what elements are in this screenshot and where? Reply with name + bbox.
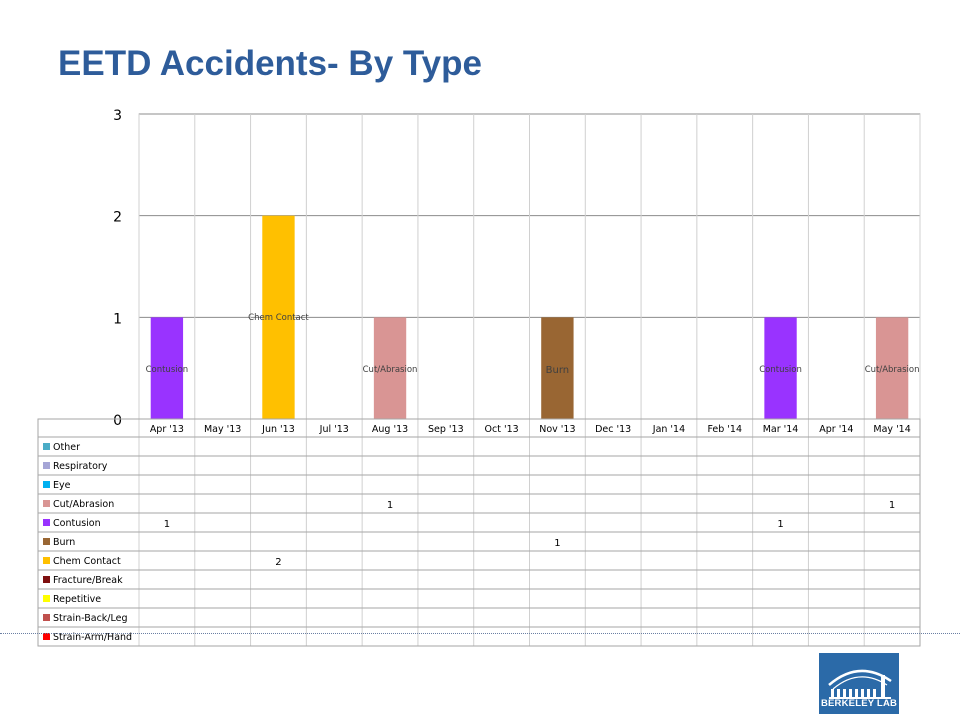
x-tick-label: Mar '14 — [763, 424, 799, 435]
legend-label-chem-contact: Chem Contact — [53, 556, 121, 567]
x-tick-label: Apr '14 — [819, 424, 853, 435]
table-cell-value: 1 — [387, 500, 393, 511]
legend-label-cut-abrasion: Cut/Abrasion — [53, 499, 114, 510]
table-cell-value: 1 — [777, 519, 783, 530]
table-cell-value: 1 — [554, 538, 560, 549]
bar-data-label: Contusion — [759, 365, 802, 375]
legend-label-strain-arm-hand: Strain-Arm/Hand — [53, 632, 132, 643]
legend-label-fracture-break: Fracture/Break — [53, 575, 123, 586]
bar-chem-contact — [262, 215, 295, 419]
x-tick-label: May '13 — [204, 424, 241, 435]
legend-label-respiratory: Respiratory — [53, 461, 108, 472]
legend-key-fracture-break — [43, 576, 50, 583]
bar-data-label: Chem Contact — [248, 313, 309, 323]
x-tick-label: Apr '13 — [150, 424, 184, 435]
legend-key-chem-contact — [43, 557, 50, 564]
berkeley-lab-logo: BERKELEY LAB — [819, 653, 899, 714]
slide-title: EETD Accidents- By Type — [58, 44, 482, 83]
table-cell-value: 2 — [275, 557, 281, 568]
bar-contusion — [764, 317, 797, 419]
y-tick-label: 2 — [113, 210, 122, 226]
bar-data-label: Cut/Abrasion — [865, 365, 920, 375]
y-tick-label: 1 — [113, 311, 122, 327]
table-cell-value: 1 — [164, 519, 170, 530]
logo-text: BERKELEY LAB — [820, 698, 898, 709]
x-tick-label: Aug '13 — [372, 424, 408, 435]
legend-label-other: Other — [53, 442, 80, 453]
legend-key-repetitive — [43, 595, 50, 602]
legend-key-respiratory — [43, 462, 50, 469]
table-cell-value: 1 — [889, 500, 895, 511]
bar-data-label: Cut/Abrasion — [363, 365, 418, 375]
legend-key-eye — [43, 481, 50, 488]
x-tick-label: Feb '14 — [707, 424, 742, 435]
legend-label-repetitive: Repetitive — [53, 594, 101, 605]
legend-key-strain-back-leg — [43, 614, 50, 621]
footer-divider — [0, 633, 960, 634]
legend-label-strain-back-leg: Strain-Back/Leg — [53, 613, 128, 624]
y-tick-label: 3 — [113, 108, 122, 124]
x-tick-label: Jan '14 — [652, 424, 685, 435]
bar-burn — [541, 317, 574, 419]
x-tick-label: Sep '13 — [428, 424, 464, 435]
bar-data-label: Burn — [546, 365, 569, 376]
legend-key-strain-arm-hand — [43, 633, 50, 640]
x-tick-label: Nov '13 — [539, 424, 575, 435]
bar-data-label: Contusion — [146, 365, 189, 375]
legend-key-other — [43, 443, 50, 450]
x-tick-label: Oct '13 — [485, 424, 519, 435]
y-tick-label: 0 — [113, 413, 122, 429]
legend-label-contusion: Contusion — [53, 518, 101, 529]
x-tick-label: Jul '13 — [319, 424, 349, 435]
legend-label-eye: Eye — [53, 480, 71, 491]
x-tick-label: Jun '13 — [261, 424, 295, 435]
legend-key-contusion — [43, 519, 50, 526]
x-tick-label: May '14 — [873, 424, 910, 435]
legend-key-burn — [43, 538, 50, 545]
legend-label-burn: Burn — [53, 537, 75, 548]
legend-key-cut-abrasion — [43, 500, 50, 507]
bar-cut-abrasion — [373, 317, 407, 419]
bar-contusion — [150, 317, 184, 419]
logo-arc-icon — [828, 669, 892, 699]
bar-cut-abrasion — [875, 317, 909, 419]
x-tick-label: Dec '13 — [595, 424, 631, 435]
